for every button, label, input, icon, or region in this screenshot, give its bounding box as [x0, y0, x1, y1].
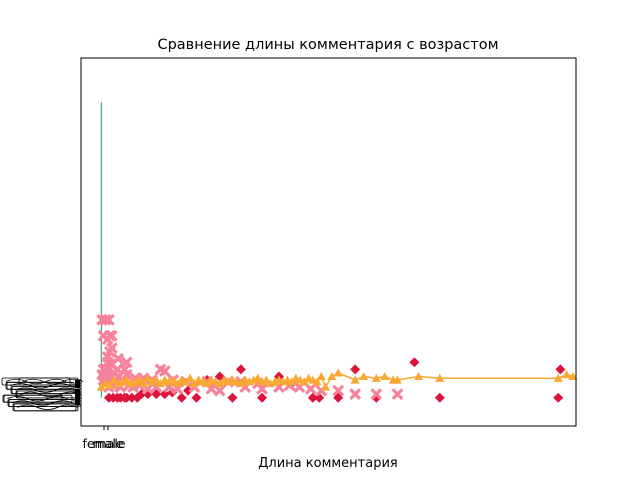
triangle-point [327, 371, 337, 381]
y-tick-label-glyphs [5, 378, 67, 385]
cross-point [213, 384, 226, 397]
axis-ticks [1, 377, 109, 430]
y-tick-labels-overlap [1, 377, 84, 412]
cross-point [332, 384, 345, 397]
triangle-point [151, 375, 161, 384]
y-tick-label-glyphs [22, 378, 84, 385]
y-tick-label-glyphs [18, 377, 79, 386]
cross-point [120, 368, 133, 381]
x-axis-label: Длина комментария [258, 456, 398, 471]
y-tick-label-glyphs [12, 403, 79, 412]
cross-point [103, 313, 115, 326]
triangle-point [350, 375, 360, 384]
x-tick-label-male: male [93, 436, 124, 451]
triangle-point [202, 379, 212, 388]
cross-point [256, 382, 268, 395]
triangle-point [435, 373, 445, 382]
y-tick-label-glyphs [16, 404, 78, 410]
diamond-point [126, 392, 137, 403]
y-tick-cluster [75, 380, 80, 388]
y-tick-label-glyphs [10, 386, 77, 395]
diamond-point [121, 392, 132, 403]
x-tick-label-female: female [82, 436, 125, 451]
y-tick-label-glyphs [19, 391, 81, 397]
chart-title: Сравнение длины комментария с возрастом [157, 37, 498, 53]
diamond-point [434, 392, 445, 403]
plot-frame [80, 57, 577, 427]
triangle-point [134, 375, 144, 384]
triangle-point [181, 377, 191, 386]
triangle-point [299, 377, 309, 386]
y-tick-cluster [75, 397, 80, 405]
y-tick-label-glyphs [5, 381, 75, 390]
triangle-point [168, 375, 178, 384]
y-tick-label-glyphs [14, 387, 76, 393]
cross-point [304, 382, 317, 395]
diamond-point [553, 392, 564, 403]
y-tick-label-glyphs [15, 390, 79, 399]
x-tick-labels: female male [82, 436, 125, 451]
triangle-point [143, 373, 153, 382]
triangle-point [185, 373, 195, 382]
cross-point [158, 365, 171, 378]
triangle-point [122, 375, 132, 384]
cross-point [112, 352, 125, 365]
triangle-point [568, 371, 578, 381]
diamond-point [350, 364, 361, 375]
triangle-point [380, 371, 390, 381]
triangle-point [414, 371, 424, 381]
y-tick-label-glyphs [7, 399, 77, 407]
triangle-point [236, 379, 246, 388]
triangle-point [109, 375, 119, 384]
triangle-point [253, 373, 263, 382]
triangle-point [139, 379, 149, 388]
triangle-point [321, 382, 331, 391]
triangle-point [562, 370, 572, 379]
diamond-point [257, 392, 268, 403]
y-tick-label-glyphs [9, 383, 71, 389]
y-tick-label-glyphs [6, 396, 68, 402]
triangle-point [156, 379, 166, 388]
diamond-point [307, 392, 318, 403]
diamond-point [227, 392, 238, 403]
triangle-point [553, 373, 563, 382]
diamond-point [555, 364, 566, 375]
plot-marks [96, 102, 578, 403]
triangle-point [189, 379, 199, 388]
y-tick-label-glyphs [11, 400, 73, 406]
triangle-point [359, 371, 369, 381]
diamond-point [409, 357, 420, 368]
triangle-point [96, 382, 106, 391]
triangle-point [261, 375, 271, 384]
diamond-point [183, 385, 194, 396]
cross-point [101, 333, 114, 346]
triangle-point [316, 371, 326, 381]
triangle-point [333, 368, 343, 377]
cross-point [349, 388, 362, 401]
triangle-point [105, 380, 115, 389]
triangle-point [287, 377, 297, 386]
diamond-point [176, 392, 187, 403]
triangle-point [215, 379, 225, 388]
triangle-point [371, 373, 381, 382]
diamond-point [191, 392, 202, 403]
cross-point [391, 388, 404, 401]
triangle-point [172, 379, 182, 388]
triangle-point [392, 375, 402, 384]
y-tick-label-glyphs [2, 394, 63, 403]
triangle-point [312, 377, 322, 386]
diamond-point [235, 364, 246, 375]
diamond-point [159, 389, 170, 400]
cross-point [120, 356, 133, 369]
cross-point [370, 388, 383, 401]
